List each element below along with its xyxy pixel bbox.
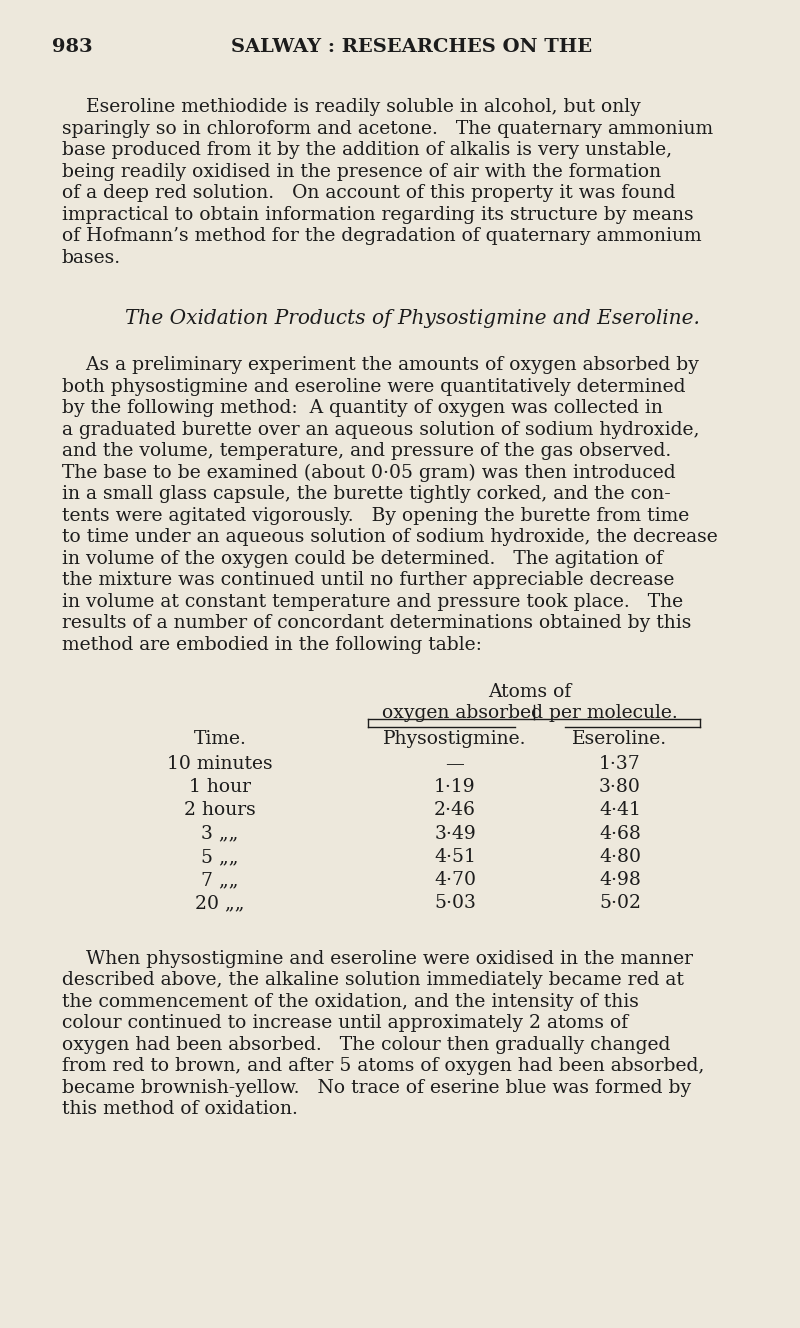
Text: this method of oxidation.: this method of oxidation. — [62, 1101, 298, 1118]
Text: As a preliminary experiment the amounts of oxygen absorbed by: As a preliminary experiment the amounts … — [62, 356, 699, 374]
Text: The Oxidation Products of Physostigmine and Eseroline.: The Oxidation Products of Physostigmine … — [125, 309, 699, 328]
Text: a graduated burette over an aqueous solution of sodium hydroxide,: a graduated burette over an aqueous solu… — [62, 421, 699, 438]
Text: of a deep red solution.   On account of this property it was found: of a deep red solution. On account of th… — [62, 185, 675, 202]
Text: 1·37: 1·37 — [599, 756, 641, 773]
Text: in volume at constant temperature and pressure took place.   The: in volume at constant temperature and pr… — [62, 592, 683, 611]
Text: bases.: bases. — [62, 248, 121, 267]
Text: The base to be examined (about 0·05 gram) was then introduced: The base to be examined (about 0·05 gram… — [62, 463, 676, 482]
Text: 3·80: 3·80 — [599, 778, 641, 797]
Text: tents were agitated vigorously.   By opening the burette from time: tents were agitated vigorously. By openi… — [62, 507, 690, 525]
Text: Eseroline.: Eseroline. — [573, 730, 667, 748]
Text: 10 minutes: 10 minutes — [167, 756, 273, 773]
Text: 4·80: 4·80 — [599, 847, 641, 866]
Text: and the volume, temperature, and pressure of the gas observed.: and the volume, temperature, and pressur… — [62, 442, 671, 461]
Text: Physostigmine.: Physostigmine. — [383, 730, 526, 748]
Text: both physostigmine and eseroline were quantitatively determined: both physostigmine and eseroline were qu… — [62, 377, 686, 396]
Text: Eseroline methiodide is readily soluble in alcohol, but only: Eseroline methiodide is readily soluble … — [62, 98, 641, 117]
Text: from red to brown, and after 5 atoms of oxygen had been absorbed,: from red to brown, and after 5 atoms of … — [62, 1057, 704, 1076]
Text: 5·02: 5·02 — [599, 894, 641, 912]
Text: became brownish-yellow.   No trace of eserine blue was formed by: became brownish-yellow. No trace of eser… — [62, 1078, 691, 1097]
Text: 5 „„: 5 „„ — [202, 847, 238, 866]
Text: oxygen absorbed per molecule.: oxygen absorbed per molecule. — [382, 704, 678, 722]
Text: by the following method:  A quantity of oxygen was collected in: by the following method: A quantity of o… — [62, 400, 663, 417]
Text: Atoms of: Atoms of — [488, 683, 572, 701]
Text: method are embodied in the following table:: method are embodied in the following tab… — [62, 636, 482, 653]
Text: being readily oxidised in the presence of air with the formation: being readily oxidised in the presence o… — [62, 163, 661, 181]
Text: When physostigmine and eseroline were oxidised in the manner: When physostigmine and eseroline were ox… — [62, 950, 693, 968]
Text: oxygen had been absorbed.   The colour then gradually changed: oxygen had been absorbed. The colour the… — [62, 1036, 670, 1054]
Text: Time.: Time. — [194, 730, 246, 748]
Text: 5·03: 5·03 — [434, 894, 476, 912]
Text: described above, the alkaline solution immediately became red at: described above, the alkaline solution i… — [62, 971, 684, 989]
Text: the commencement of the oxidation, and the intensity of this: the commencement of the oxidation, and t… — [62, 993, 639, 1011]
Text: results of a number of concordant determinations obtained by this: results of a number of concordant determ… — [62, 614, 691, 632]
Text: 4·41: 4·41 — [599, 802, 641, 819]
Text: 3 „„: 3 „„ — [202, 825, 238, 843]
Text: 1·19: 1·19 — [434, 778, 476, 797]
Text: 4·98: 4·98 — [599, 871, 641, 890]
Text: 4·70: 4·70 — [434, 871, 476, 890]
Text: 4·68: 4·68 — [599, 825, 641, 843]
Text: colour continued to increase until approximately 2 atoms of: colour continued to increase until appro… — [62, 1015, 628, 1032]
Text: 3·49: 3·49 — [434, 825, 476, 843]
Text: to time under an aqueous solution of sodium hydroxide, the decrease: to time under an aqueous solution of sod… — [62, 529, 718, 546]
Text: sparingly so in chloroform and acetone.   The quaternary ammonium: sparingly so in chloroform and acetone. … — [62, 120, 713, 138]
Text: 2·46: 2·46 — [434, 802, 476, 819]
Text: of Hofmann’s method for the degradation of quaternary ammonium: of Hofmann’s method for the degradation … — [62, 227, 702, 246]
Text: SALWAY : RESEARCHES ON THE: SALWAY : RESEARCHES ON THE — [231, 39, 593, 56]
Text: impractical to obtain information regarding its structure by means: impractical to obtain information regard… — [62, 206, 694, 223]
Text: 983: 983 — [52, 39, 93, 56]
Text: in a small glass capsule, the burette tightly corked, and the con-: in a small glass capsule, the burette ti… — [62, 485, 670, 503]
Text: in volume of the oxygen could be determined.   The agitation of: in volume of the oxygen could be determi… — [62, 550, 663, 567]
Text: base produced from it by the addition of alkalis is very unstable,: base produced from it by the addition of… — [62, 141, 672, 159]
Text: 2 hours: 2 hours — [184, 802, 256, 819]
Text: 1 hour: 1 hour — [189, 778, 251, 797]
Text: —: — — [446, 756, 465, 773]
Text: 20 „„: 20 „„ — [195, 894, 245, 912]
Text: 4·51: 4·51 — [434, 847, 476, 866]
Text: the mixture was continued until no further appreciable decrease: the mixture was continued until no furth… — [62, 571, 674, 590]
Text: 7 „„: 7 „„ — [202, 871, 238, 890]
